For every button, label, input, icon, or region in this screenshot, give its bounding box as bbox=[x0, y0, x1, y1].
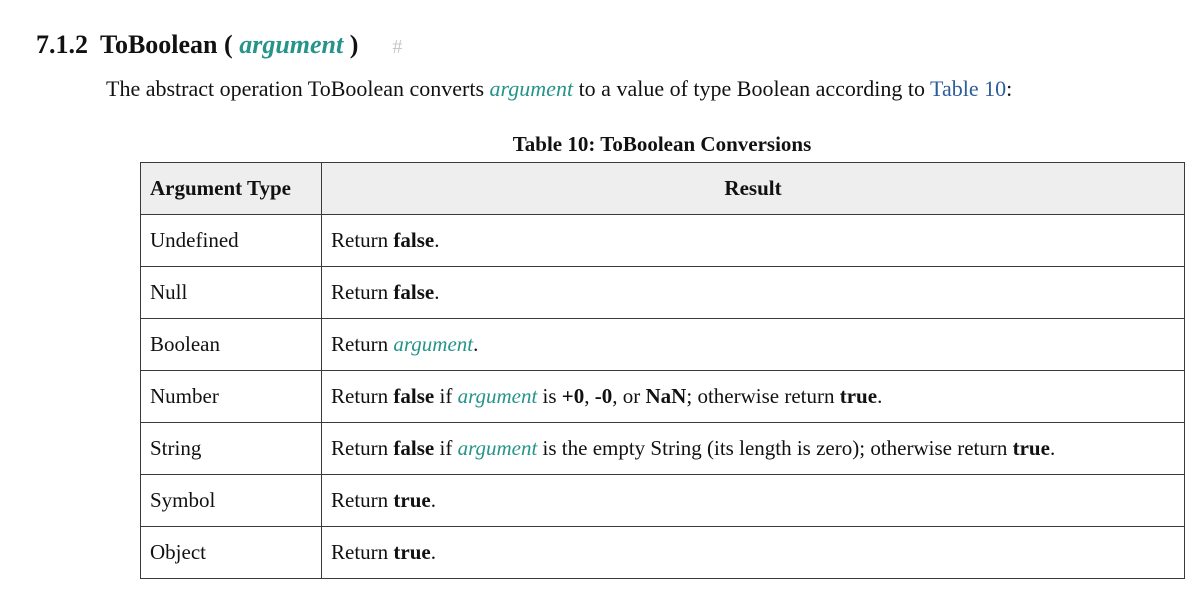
table-body: Undefined Return false. Null Return false. B… bbox=[140, 214, 1185, 579]
result-text: Return bbox=[331, 280, 394, 304]
section-anchor-link[interactable]: # bbox=[392, 36, 403, 59]
argument-type-cell: String bbox=[140, 422, 322, 475]
result-keyword: true bbox=[1012, 436, 1050, 460]
result-text: . bbox=[1049, 436, 1056, 460]
table-10-link[interactable]: Table 10 bbox=[930, 76, 1007, 101]
result-keyword: false bbox=[393, 436, 435, 460]
argument-type-cell: Object bbox=[140, 526, 322, 579]
result-text: if bbox=[434, 384, 458, 408]
column-header-result: Result bbox=[321, 162, 1185, 215]
table-row: Undefined Return false. bbox=[140, 214, 1185, 267]
section-heading: 7.1.2 ToBoolean ( argument ) # bbox=[36, 25, 402, 67]
table-row: Symbol Return true. bbox=[140, 474, 1185, 527]
result-cell: Return false. bbox=[321, 214, 1185, 267]
result-keyword: -0 bbox=[594, 384, 613, 408]
result-argument-var: argument bbox=[393, 332, 474, 356]
result-keyword: +0 bbox=[561, 384, 585, 408]
table-row: Null Return false. bbox=[140, 266, 1185, 319]
result-text: . bbox=[430, 540, 436, 564]
result-cell: Return false if argument is +0, -0, or N… bbox=[321, 370, 1185, 423]
table-row: Object Return true. bbox=[140, 526, 1185, 579]
argument-type-cell: Undefined bbox=[140, 214, 322, 267]
intro-paragraph: The abstract operation ToBoolean convert… bbox=[106, 72, 1012, 106]
close-paren: ) bbox=[349, 30, 359, 60]
result-text: is bbox=[537, 384, 562, 408]
result-keyword: true bbox=[393, 540, 431, 564]
result-text: . bbox=[434, 228, 440, 252]
result-argument-var: argument bbox=[457, 436, 538, 460]
intro-text-before: The abstract operation ToBoolean convert… bbox=[106, 76, 490, 101]
result-text: Return bbox=[331, 436, 394, 460]
section-title: ToBoolean bbox=[100, 30, 218, 60]
argument-type-cell: Null bbox=[140, 266, 322, 319]
result-text: Return bbox=[331, 228, 394, 252]
result-text: . bbox=[430, 488, 436, 512]
intro-text-middle: to a value of type Boolean according to bbox=[573, 76, 931, 101]
result-keyword: false bbox=[393, 228, 435, 252]
result-cell: Return false if argument is the empty St… bbox=[321, 422, 1185, 475]
result-keyword: false bbox=[393, 280, 435, 304]
result-text: , bbox=[584, 384, 595, 408]
result-text: ; otherwise return bbox=[686, 384, 840, 408]
table-header-row: Argument Type Result bbox=[140, 162, 1185, 215]
result-argument-var: argument bbox=[457, 384, 538, 408]
result-cell: Return argument. bbox=[321, 318, 1185, 371]
result-text: Return bbox=[331, 488, 394, 512]
result-text: . bbox=[434, 280, 440, 304]
result-text: is the empty String (its length is zero)… bbox=[537, 436, 1013, 460]
result-text: Return bbox=[331, 332, 394, 356]
result-keyword: false bbox=[393, 384, 435, 408]
result-keyword: true bbox=[839, 384, 878, 408]
result-text: . bbox=[877, 384, 883, 408]
intro-text-after: : bbox=[1006, 76, 1013, 101]
result-text: if bbox=[434, 436, 458, 460]
section-number: 7.1.2 bbox=[36, 30, 88, 60]
result-keyword: NaN bbox=[645, 384, 687, 408]
result-cell: Return true. bbox=[321, 474, 1185, 527]
column-header-argument-type: Argument Type bbox=[140, 162, 322, 215]
intro-argument: argument bbox=[489, 76, 574, 101]
result-keyword: true bbox=[393, 488, 431, 512]
result-text: Return bbox=[331, 540, 394, 564]
toboolean-conversion-table: Argument Type Result Undefined Return fal… bbox=[140, 162, 1185, 579]
argument-type-cell: Number bbox=[140, 370, 322, 423]
argument-type-cell: Boolean bbox=[140, 318, 322, 371]
result-text: . bbox=[473, 332, 479, 356]
result-cell: Return true. bbox=[321, 526, 1185, 579]
open-paren: ( bbox=[224, 30, 233, 60]
result-cell: Return false. bbox=[321, 266, 1185, 319]
table-row: String Return false if argument is the em… bbox=[140, 422, 1185, 475]
table-row: Number Return false if argument is +0, -0… bbox=[140, 370, 1185, 423]
argument-type-cell: Symbol bbox=[140, 474, 322, 527]
heading-param: argument bbox=[239, 30, 344, 60]
table-caption: Table 10: ToBoolean Conversions bbox=[512, 132, 812, 156]
result-text: Return bbox=[331, 384, 394, 408]
table-row: Boolean Return argument. bbox=[140, 318, 1185, 371]
result-text: , or bbox=[612, 384, 646, 408]
